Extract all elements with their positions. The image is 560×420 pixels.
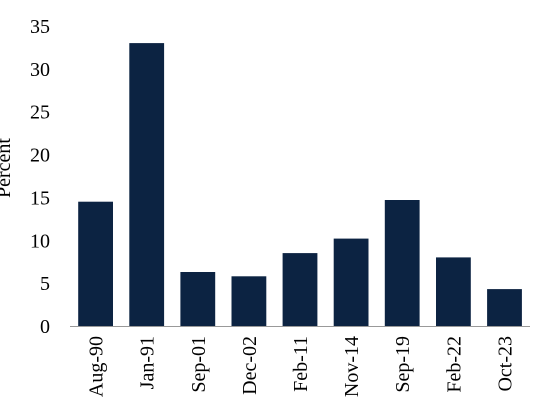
x-tick-label: Nov-14 bbox=[341, 336, 363, 397]
bar-oct-23 bbox=[487, 289, 522, 326]
x-tick-label: Jan-91 bbox=[137, 336, 159, 389]
bar-feb-22 bbox=[436, 257, 471, 326]
x-tick-label: Dec-02 bbox=[239, 336, 261, 395]
x-tick-label: Feb-22 bbox=[443, 336, 465, 393]
y-tick-label: 0 bbox=[40, 316, 50, 338]
x-tick-label: Feb-11 bbox=[290, 336, 312, 392]
bar-sep-19 bbox=[384, 200, 420, 326]
y-axis: 0 5 10 15 20 25 30 35 bbox=[30, 16, 50, 338]
bar-dec-02 bbox=[231, 276, 267, 326]
y-tick-label: 35 bbox=[30, 16, 50, 38]
y-tick-label: 15 bbox=[30, 187, 50, 209]
y-tick-label: 30 bbox=[30, 59, 50, 81]
bar-aug-90 bbox=[78, 201, 113, 326]
bars-group bbox=[78, 43, 522, 326]
x-tick-label: Sep-01 bbox=[188, 336, 210, 393]
bar-feb-11 bbox=[282, 253, 318, 326]
bar-sep-01 bbox=[180, 272, 216, 326]
y-axis-title: Percent bbox=[0, 138, 15, 198]
x-tick-label: Oct-23 bbox=[494, 336, 516, 392]
x-axis: Aug-90 Jan-91 Sep-01 Dec-02 Feb-11 Nov-14 Sep-… bbox=[86, 336, 517, 397]
x-tick-label: Aug-90 bbox=[86, 336, 108, 397]
y-tick-label: 5 bbox=[40, 273, 50, 295]
y-tick-label: 25 bbox=[30, 102, 50, 124]
x-tick-label: Sep-19 bbox=[392, 336, 414, 393]
y-tick-label: 20 bbox=[30, 145, 50, 167]
y-tick-label: 10 bbox=[30, 230, 50, 252]
bar-jan-91 bbox=[129, 43, 165, 326]
bar-nov-14 bbox=[333, 238, 369, 326]
